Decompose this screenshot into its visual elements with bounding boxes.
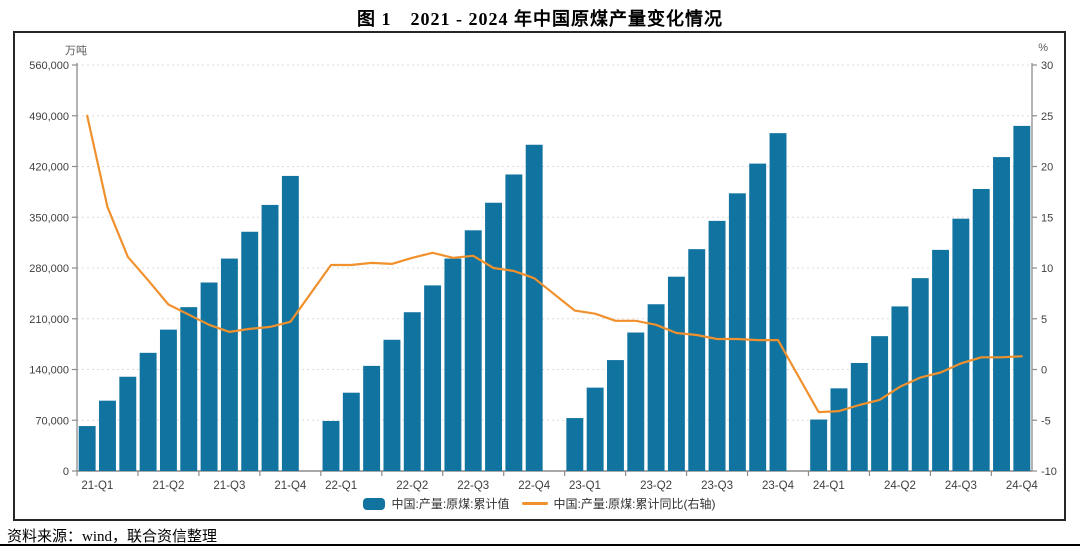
bar-month-23-10	[728, 193, 746, 471]
bar-month-22-07	[424, 285, 442, 471]
left-axis-tick-label: 280,000	[29, 263, 69, 275]
x-axis-tick-label: 23-Q3	[701, 480, 733, 492]
bar-month-24-09	[952, 218, 970, 471]
bar-month-24-06	[891, 306, 909, 471]
bar-month-24-02	[810, 419, 828, 471]
bar-month-22-11	[505, 174, 523, 471]
bar-month-21-05	[139, 352, 157, 471]
bottom-divider	[0, 544, 1080, 546]
x-axis-tick-label: 24-Q4	[1006, 480, 1039, 492]
bar-month-23-12	[769, 133, 787, 471]
production-chart: 0 -10 70,000 -5 140,000 0 210,000 5 280,000 10 350…	[29, 60, 1057, 492]
bar-month-22-08	[444, 258, 462, 471]
legend-line-label: 中国:产量:原煤:累计同比(右轴)	[553, 497, 716, 511]
bar-month-24-03	[830, 388, 848, 471]
bar-month-24-12	[1013, 125, 1031, 472]
bar-month-21-10	[241, 231, 259, 471]
x-axis-tick-label: 22-Q3	[457, 480, 489, 492]
right-axis-tick-label: 5	[1041, 314, 1047, 326]
bar-series-swatch-icon	[363, 497, 386, 510]
bar-month-23-05	[627, 332, 645, 471]
bar-month-24-07	[911, 278, 929, 471]
bar-month-23-03	[586, 387, 604, 471]
right-axis-tick-label: 15	[1041, 212, 1053, 224]
x-axis-tick-label: 21-Q4	[274, 480, 307, 492]
right-axis-tick-label: -5	[1041, 415, 1051, 427]
left-axis-tick-label: 490,000	[29, 111, 69, 123]
legend-bar-label: 中国:产量:原煤:累计值	[391, 497, 510, 511]
bar-month-21-09	[220, 258, 238, 471]
right-axis-tick-label: 25	[1041, 111, 1053, 123]
bar-month-24-10	[972, 188, 990, 471]
x-axis-tick-label: 23-Q4	[762, 480, 795, 492]
bar-month-23-11	[749, 163, 767, 471]
legend-item-line: 中国:产量:原煤:累计同比(右轴)	[521, 495, 716, 512]
right-axis-tick-label: 0	[1041, 365, 1047, 377]
x-axis-tick-label: 21-Q3	[213, 480, 245, 492]
source-note: 资料来源：wind，联合资信整理	[7, 529, 218, 545]
right-axis-tick-label: 20	[1041, 162, 1053, 174]
bar-month-22-10	[485, 202, 503, 471]
right-axis-tick-label: 10	[1041, 263, 1053, 275]
bar-month-22-06	[403, 312, 421, 471]
right-axis-tick-label: -10	[1041, 466, 1057, 478]
bar-month-22-04	[363, 365, 381, 471]
x-axis-tick-label: 24-Q1	[813, 480, 845, 492]
bar-month-21-06	[159, 329, 177, 471]
bar-month-23-07	[667, 276, 685, 471]
right-axis-tick-label: 30	[1041, 60, 1053, 72]
line-series-swatch-icon	[521, 502, 548, 505]
page-title: 图 1 2021 - 2024 年中国原煤产量变化情况	[357, 9, 723, 29]
bar-month-21-04	[119, 376, 137, 471]
bar-month-24-04	[850, 362, 868, 471]
bar-month-21-07	[180, 307, 198, 471]
bar-month-22-02	[322, 420, 340, 471]
legend-item-bar: 中国:产量:原煤:累计值	[363, 495, 510, 512]
x-axis-tick-label: 22-Q1	[325, 480, 357, 492]
left-axis-tick-label: 420,000	[29, 162, 69, 174]
x-axis-tick-label: 24-Q2	[884, 480, 916, 492]
bar-month-22-12	[525, 144, 543, 471]
x-axis-tick-label: 21-Q2	[152, 480, 184, 492]
bar-month-24-08	[932, 249, 950, 471]
x-axis-tick-label: 22-Q2	[396, 480, 428, 492]
left-axis-tick-label: 560,000	[29, 60, 69, 72]
bar-month-22-09	[464, 230, 482, 471]
bar-month-23-09	[708, 220, 726, 471]
yoy-line-series	[86, 114, 1023, 414]
x-axis-tick-label: 23-Q1	[569, 480, 601, 492]
bar-month-21-08	[200, 282, 218, 471]
x-axis-tick-label: 23-Q2	[640, 480, 672, 492]
x-axis-tick-label: 22-Q4	[518, 480, 551, 492]
bar-month-23-02	[566, 418, 584, 471]
x-axis-tick-label: 24-Q3	[945, 480, 977, 492]
left-axis-tick-label: 350,000	[29, 212, 69, 224]
left-axis-tick-label: 0	[63, 466, 69, 478]
right-axis-unit-label: %	[1038, 42, 1048, 54]
left-axis-unit-label: 万吨	[65, 45, 87, 57]
left-axis-tick-label: 140,000	[29, 365, 69, 377]
bar-month-23-06	[647, 304, 665, 471]
bar-month-23-04	[606, 360, 624, 471]
x-axis-tick-label: 21-Q1	[81, 480, 113, 492]
chart-legend: 中国:产量:原煤:累计值 中国:产量:原煤:累计同比(右轴)	[15, 495, 1064, 512]
bar-month-21-12	[281, 175, 299, 472]
bar-month-21-11	[261, 204, 279, 472]
bar-month-24-05	[871, 336, 889, 471]
bar-month-22-03	[342, 392, 360, 471]
figure-box: 0 -10 70,000 -5 140,000 0 210,000 5 280,000 10 350…	[13, 31, 1066, 521]
bar-month-24-11	[993, 157, 1010, 471]
bar-month-23-08	[688, 249, 706, 471]
left-axis-tick-label: 210,000	[29, 314, 69, 326]
bar-month-21-03	[99, 400, 116, 471]
bar-month-22-05	[383, 339, 401, 471]
bar-month-21-02	[78, 426, 96, 471]
left-axis-tick-label: 70,000	[35, 415, 69, 427]
